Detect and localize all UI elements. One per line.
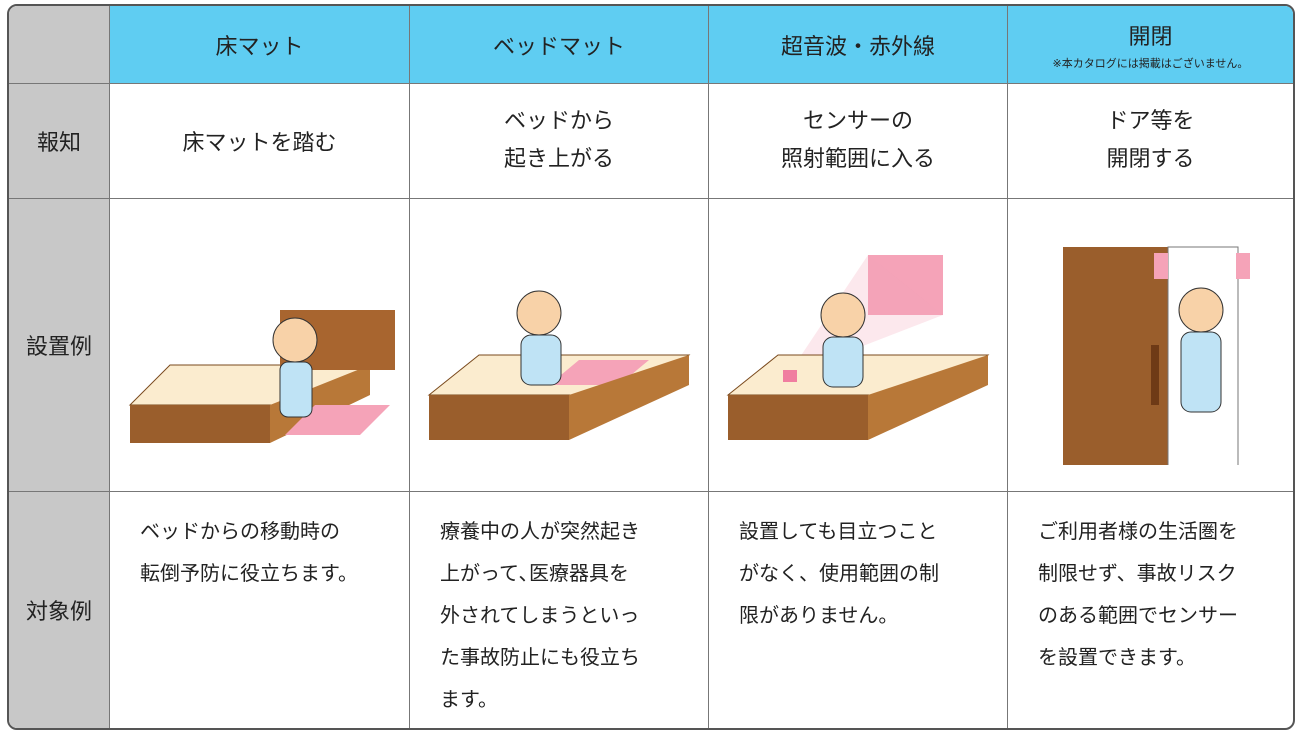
header-text: 超音波・赤外線 (780, 34, 935, 60)
cell-text: ご利用者様の生活圏を (1038, 519, 1238, 543)
row-label-text: 対象例 (25, 600, 92, 625)
header-text: ベッドマット (492, 34, 625, 60)
illustration-cell (1008, 199, 1293, 492)
cell: 設置しても目立つこと がなく、使用範囲の制 限がありません。 (709, 492, 1008, 728)
cell-text: 療養中の人が突然起き (440, 519, 640, 543)
row-label: 報知 (9, 84, 110, 199)
cell: センサーの照射範囲に入る (709, 84, 1008, 199)
cell-text: ベッドからの移動時の (140, 519, 340, 543)
column-header: 床マット (110, 6, 410, 84)
corner-cell (9, 6, 110, 84)
cell-text: 転倒予防に役立ちます。 (140, 561, 358, 585)
cell-text: ます。 (440, 687, 498, 711)
cell-text: 設置しても目立つこと (739, 519, 938, 543)
cell: ベッドからの移動時の 転倒予防に役立ちます。 (110, 492, 410, 728)
row-label-text: 設置例 (25, 335, 92, 360)
cell-text: ドア等を (1106, 109, 1195, 134)
cell-text: センサーの (802, 109, 913, 134)
cell-text: がなく、使用範囲の制 (739, 561, 939, 585)
header-text: 開閉 (1128, 24, 1173, 50)
row-label: 対象例 (9, 492, 110, 728)
cell: 床マットを踏む (110, 84, 410, 199)
cell-text: 床マットを踏む (182, 131, 337, 156)
cell-text: 開閉する (1106, 147, 1195, 172)
door-illustration (1062, 246, 1250, 465)
row-label: 設置例 (9, 199, 110, 492)
cell: 療養中の人が突然起き 上がって､医療器具を 外されてしまうといっ た事故防止にも役立ち… (410, 492, 709, 728)
cell-text: のある範囲でセンサー (1038, 603, 1238, 627)
bed-mat-illustration (427, 290, 691, 440)
cell-text: 上がって､医療器具を (440, 561, 629, 585)
cell-text: 起き上がる (503, 147, 614, 172)
illustration-cell (410, 199, 709, 492)
floor-mat-illustration (128, 310, 395, 443)
cell-text: ベッドから (503, 109, 614, 134)
cell-text: 照射範囲に入る (780, 147, 935, 172)
column-header: ベッドマット (410, 6, 709, 84)
cell: ご利用者様の生活圏を 制限せず、事故リスク のある範囲でセンサー を設置できます。 (1008, 492, 1293, 728)
illustration-cell (110, 199, 410, 492)
cell-text: た事故防止にも役立ち (440, 645, 640, 669)
cell-text: 限がありません。 (739, 603, 899, 627)
sensor-illustration (726, 255, 990, 440)
table: 床マット ベッドマット 超音波・赤外線 開閉 ※本カタログには掲載はございません。… (7, 4, 1295, 730)
header-text: 床マット (215, 34, 304, 60)
cell-text: 制限せず、事故リスク (1038, 561, 1237, 585)
row-label-text: 報知 (36, 131, 81, 156)
cell-text: を設置できます。 (1038, 645, 1196, 669)
column-header: 開閉 ※本カタログには掲載はございません。 (1008, 6, 1293, 84)
cell-text: 外されてしまうといっ (440, 603, 640, 627)
cell: ドア等を 開閉する (1008, 84, 1293, 199)
illustration-cell (709, 199, 1008, 492)
header-note: ※本カタログには掲載はございません。 (1052, 56, 1249, 70)
column-header: 超音波・赤外線 (709, 6, 1008, 84)
cell: ベッドから起き上がる (410, 84, 709, 199)
